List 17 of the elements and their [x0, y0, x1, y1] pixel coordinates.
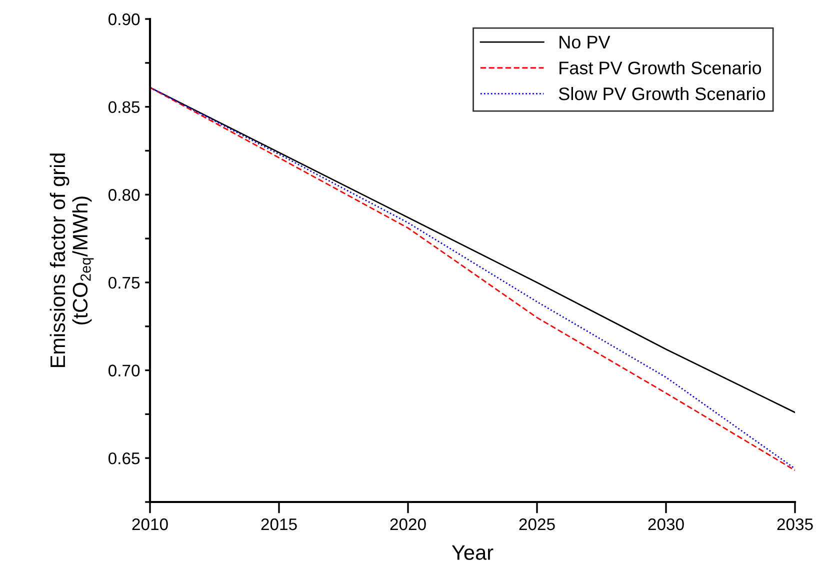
y-tick-label: 0.85 — [108, 101, 140, 114]
legend-label: Slow PV Growth Scenario — [558, 86, 766, 100]
y-tick-label: 0.65 — [108, 452, 140, 464]
legend-label: No PV — [560, 36, 610, 49]
x-tick-label: 2015 — [261, 518, 297, 530]
y-tick-label: 0.75 — [108, 276, 140, 289]
legend-label: Fast PV Growth Scenario — [560, 61, 762, 74]
y-tick-label: 0.70 — [108, 364, 140, 376]
x-tick-label: 2035 — [777, 518, 813, 530]
y-axis-title: Emissions factor of grid (tCO$_{2eq}$/MWh) — [50, 154, 94, 368]
x-tick-label: 2010 — [132, 518, 168, 530]
y-tick-label: 0.80 — [108, 189, 140, 201]
x-tick-label: 2025 — [519, 518, 555, 530]
x-tick-label: 2030 — [648, 518, 684, 530]
y-tick-label: 0.90 — [108, 13, 140, 26]
x-axis-title: Year — [452, 545, 494, 560]
x-tick-label: 2020 — [390, 518, 426, 530]
